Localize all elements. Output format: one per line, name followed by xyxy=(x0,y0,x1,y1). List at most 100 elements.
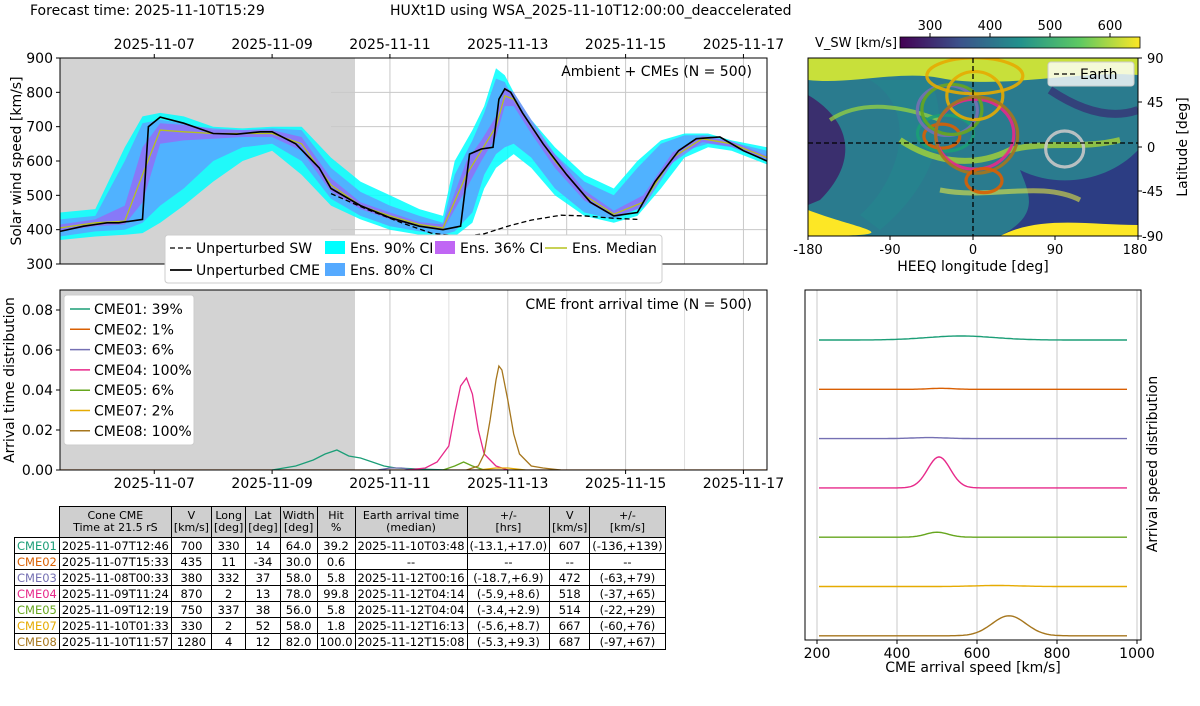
speed-dist-line-cme07 xyxy=(819,584,1127,588)
table-cell-long: 330 xyxy=(210,537,247,554)
map-xtick-90: 90 xyxy=(1047,243,1064,258)
table-cell-width: 56.0 xyxy=(279,601,318,618)
table-cell-vearth: 472 xyxy=(549,569,591,586)
speed-dist-xtick-label: 1000 xyxy=(1119,646,1155,662)
cone-ellipse-cme05 xyxy=(920,82,984,137)
table-header-lat: Lat [deg] xyxy=(245,506,281,538)
table-row: CME05 2025-11-09T12:19 750 337 38 56.0 5.8 2025… xyxy=(14,601,666,618)
table-cell-hit: 1.8 xyxy=(316,617,356,634)
cme-table: Cone CME Time at 21.5 rS V [km/s] Long [deg] L… xyxy=(14,506,666,650)
speed-ylabel: Solar wind speed [km/s] xyxy=(9,76,25,245)
table-cell-lat: 14 xyxy=(245,537,281,554)
arrival-line-cme04 xyxy=(407,376,509,470)
colorbar-tick-500: 500 xyxy=(1038,19,1063,34)
map-legend-earth: Earth xyxy=(1080,67,1118,83)
table-cell-hit: 0.6 xyxy=(316,553,356,570)
table-corner xyxy=(14,506,60,538)
arrival-xtick-label: 2025-11-07 xyxy=(114,476,195,492)
arrival-ytick-label: 0.00 xyxy=(22,463,53,479)
table-cell-dv: (-97,+67) xyxy=(589,633,666,650)
table-cell-dt: (-3.4,+2.9) xyxy=(466,601,551,618)
table-cell-time: 2025-11-09T11:24 xyxy=(58,585,172,602)
table-cell-dt: (-5.6,+8.7) xyxy=(466,617,551,634)
table-cell-vearth: 518 xyxy=(549,585,591,602)
legend-ci80: Ens. 80% CI xyxy=(350,263,433,279)
speed-dist-lines xyxy=(819,335,1127,637)
arrival-annotation: CME front arrival time (N = 500) xyxy=(525,297,752,313)
speed-xtick-label: 2025-11-09 xyxy=(231,37,312,53)
map-legend: Earth xyxy=(1047,61,1135,87)
speed-xtick-label: 2025-11-17 xyxy=(703,37,784,53)
map-panel: 300 400 500 600 V_SW [km/s] Earth xyxy=(793,19,1191,275)
arrival-ytick-label: 0.08 xyxy=(22,303,53,319)
map-ytick-0: 0 xyxy=(1147,141,1155,156)
arrival-xtick-label: 2025-11-15 xyxy=(585,476,666,492)
legend-unperturbed-sw: Unperturbed SW xyxy=(196,241,312,257)
map-ytick-45: 45 xyxy=(1147,96,1164,111)
speed-dist-grid xyxy=(816,290,1138,640)
table-cell-dt: (-5.3,+9.3) xyxy=(466,633,551,650)
arrival-xtick-label: 2025-11-13 xyxy=(467,476,548,492)
speed-dist-line-cme08 xyxy=(819,615,1127,637)
table-cell-lat: 37 xyxy=(245,569,281,586)
table-cell-long: 332 xyxy=(210,569,247,586)
map-xtick-180: 180 xyxy=(1123,243,1148,258)
table-cell-dt: (-18.7,+6.9) xyxy=(466,569,551,586)
table-cell-time: 2025-11-09T12:19 xyxy=(58,601,172,618)
arrival-xtick-label: 2025-11-11 xyxy=(349,476,430,492)
map-xlabel: HEEQ longitude [deg] xyxy=(897,259,1048,275)
speed-dist-panel: 200 400 600 800 1000 CME arrival speed [km/s… xyxy=(804,289,1161,676)
table-cell-arrival: 2025-11-12T15:08 xyxy=(354,633,468,650)
arrival-legend-cme05: CME05: 6% xyxy=(94,383,174,399)
table-cell-hit: 5.8 xyxy=(316,601,356,618)
table-cell-dt: (-5.9,+8.6) xyxy=(466,585,551,602)
table-cell-width: 58.0 xyxy=(279,617,318,634)
speed-dist-xtick-label: 800 xyxy=(1044,646,1071,662)
arrival-y-ticks: 0.00 0.02 0.04 0.06 0.08 xyxy=(22,303,60,479)
speed-ytick-label: 900 xyxy=(26,51,53,67)
table-cell-v: 435 xyxy=(170,553,212,570)
arrival-line-cme08 xyxy=(466,364,561,470)
speed-annotation: Ambient + CMEs (N = 500) xyxy=(561,64,752,80)
speed-dist-line-cme03 xyxy=(819,436,1127,440)
arrival-legend-cme03: CME03: 6% xyxy=(94,343,174,359)
speed-dist-xtick-label: 600 xyxy=(964,646,991,662)
speed-dist-line-cme04 xyxy=(819,456,1127,489)
map-x-ticks: -180 -90 0 90 180 xyxy=(793,236,1147,258)
ci36-band xyxy=(60,87,767,232)
table-cell-arrival: -- xyxy=(354,553,468,570)
table-header-width: Width [deg] xyxy=(279,506,318,538)
unperturbed-sw-line xyxy=(330,193,638,238)
table-row-label: CME07 xyxy=(14,617,60,634)
colorbar-tick-600: 600 xyxy=(1098,19,1123,34)
table-cell-vearth: 607 xyxy=(549,537,591,554)
arrival-panel: 2025-11-07 2025-11-09 2025-11-11 2025-11-13… xyxy=(2,289,784,492)
table-row-label: CME08 xyxy=(14,633,60,650)
arrival-ytick-label: 0.02 xyxy=(22,423,53,439)
speed-xtick-label: 2025-11-13 xyxy=(467,37,548,53)
colorbar-tick-300: 300 xyxy=(918,19,943,34)
arrival-legend-cme01: CME01: 39% xyxy=(94,302,183,318)
table-cell-dt: (-13.1,+17.0) xyxy=(466,537,551,554)
cone-ellipse-cme08 xyxy=(934,95,1020,175)
speed-xtick-label: 2025-11-07 xyxy=(114,37,195,53)
table-cell-long: 4 xyxy=(210,633,247,650)
arrival-xtick-label: 2025-11-09 xyxy=(231,476,312,492)
speed-dist-line-cme01 xyxy=(819,335,1127,341)
table-row: CME04 2025-11-09T11:24 870 2 13 78.0 99.8 2025-… xyxy=(14,585,666,602)
table-cell-v: 330 xyxy=(170,617,212,634)
speed-ytick-label: 500 xyxy=(26,188,53,204)
table-cell-width: 64.0 xyxy=(279,537,318,554)
cone-ellipse-cme02b xyxy=(964,167,1004,195)
table-cell-vearth: 687 xyxy=(549,633,591,650)
speed-panel: 2025-11-07 2025-11-09 2025-11-11 2025-11-13… xyxy=(9,37,784,273)
legend-ci90: Ens. 90% CI xyxy=(350,241,433,257)
arrival-x-ticks: 2025-11-07 2025-11-09 2025-11-11 2025-11-13… xyxy=(114,470,784,492)
table-cell-arrival: 2025-11-12T04:14 xyxy=(354,585,468,602)
speed-dist-xtick-label: 200 xyxy=(804,646,831,662)
table-cell-long: 2 xyxy=(210,585,247,602)
arrival-xtick-label: 2025-11-17 xyxy=(703,476,784,492)
table-cell-v: 380 xyxy=(170,569,212,586)
table-row: CME01 2025-11-07T12:46 700 330 14 64.0 39.2 202… xyxy=(14,537,666,554)
